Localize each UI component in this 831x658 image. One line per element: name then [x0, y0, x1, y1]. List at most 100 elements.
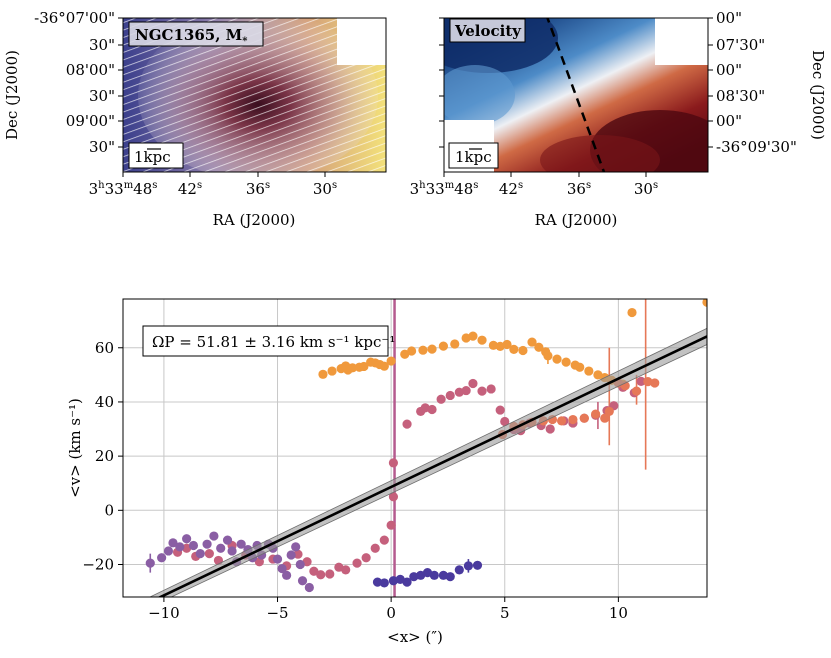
- data-point: [400, 349, 410, 359]
- data-point: [409, 572, 419, 582]
- ra-tick-label: 36s: [246, 180, 270, 198]
- map2-ytick-label: 08'30": [716, 87, 765, 105]
- data-point: [418, 345, 428, 355]
- data-point: [347, 363, 358, 373]
- data-point: [188, 540, 199, 551]
- map1-ytick-label: -36°07'00": [34, 9, 115, 27]
- map2-ytick-label: 07'30": [716, 36, 765, 54]
- map1-ytick-label: 08'00": [66, 61, 115, 79]
- plot-annotation: ΩP = 51.81 ± 3.16 km s⁻¹ kpc⁻¹: [152, 333, 395, 351]
- data-point: [202, 539, 212, 549]
- data-point: [402, 419, 412, 429]
- data-point: [386, 520, 396, 530]
- data-point: [454, 565, 464, 575]
- pattern-speed-plot: −10 −5 0 5 10 −20 0 20 40 60 ΩP = 51.81 ± 3.16 k…: [66, 298, 708, 646]
- data-point: [591, 409, 601, 419]
- plot-ytick-label: 0: [104, 501, 114, 519]
- data-point: [175, 542, 185, 552]
- map1-x-ticks: 3h33m48s 42s 36s 30s: [89, 172, 337, 198]
- fit-line: [157, 335, 707, 597]
- data-point: [450, 339, 460, 349]
- data-point: [702, 299, 707, 307]
- data-point: [527, 337, 537, 347]
- data-point: [297, 576, 308, 586]
- ra-tick-label: 3h33m48s: [89, 180, 158, 198]
- map2-ytick-label: 00": [716, 112, 742, 130]
- data-point: [477, 386, 487, 396]
- data-point: [236, 539, 246, 549]
- data-point: [468, 331, 478, 341]
- data-point: [388, 458, 399, 468]
- data-point: [195, 549, 205, 559]
- map2-scalebar-label: 1kpc: [455, 148, 492, 166]
- map1-ytick-label: 30": [89, 87, 115, 105]
- data-point: [402, 577, 412, 587]
- plot-fit-line: [149, 327, 707, 597]
- data-point: [509, 344, 519, 354]
- data-point: [316, 570, 326, 580]
- ra-tick-label: 42s: [499, 180, 523, 198]
- ra-tick-label: 30s: [313, 180, 337, 198]
- data-point: [445, 572, 455, 582]
- plot-ytick-label: 20: [95, 447, 114, 465]
- data-point: [604, 406, 614, 417]
- data-point: [370, 543, 380, 553]
- data-point: [575, 362, 585, 372]
- svg-text:NGC1365, M*: NGC1365, M*: [135, 26, 248, 47]
- data-point: [182, 534, 192, 544]
- plot-ytick-label: −20: [82, 555, 114, 573]
- map1-y-ticks: -36°07'00" 30" 08'00" 30" 09'00" 30": [34, 9, 123, 156]
- data-point: [379, 578, 389, 588]
- data-point: [163, 546, 174, 556]
- data-point: [552, 354, 562, 364]
- plot-ylabel: <v> (km s⁻¹): [66, 398, 84, 498]
- plot-xlabel: <x> (″): [387, 628, 443, 646]
- data-point: [352, 558, 362, 568]
- data-point: [145, 558, 155, 568]
- data-point: [438, 341, 449, 351]
- map1-ytick-label: 30": [89, 36, 115, 54]
- map1-ytick-label: 09'00": [66, 112, 115, 130]
- data-point: [291, 542, 301, 552]
- plot-xtick-label: −10: [148, 604, 180, 622]
- data-point: [341, 565, 351, 575]
- data-point: [463, 561, 474, 571]
- plot-y-ticks: −20 0 20 40 60: [82, 339, 123, 573]
- data-point: [227, 546, 237, 556]
- data-point: [406, 346, 417, 356]
- velocity-map: Velocity 1kpc 00" 07'30" 00" 08'30" 00" -36°0…: [410, 9, 827, 229]
- data-point: [579, 413, 589, 423]
- data-point: [388, 576, 399, 586]
- data-point: [327, 366, 337, 376]
- data-point: [216, 543, 226, 553]
- data-point: [543, 351, 553, 361]
- map-label-subscript: *: [242, 36, 248, 47]
- ra-tick-label: 3h33m48s: [410, 180, 479, 198]
- plot-xtick-label: 0: [386, 604, 396, 622]
- data-point: [627, 307, 637, 318]
- data-point: [295, 559, 305, 570]
- data-point: [468, 378, 478, 389]
- data-point: [386, 356, 396, 366]
- data-point: [388, 492, 399, 502]
- map1-scalebar-label: 1kpc: [134, 148, 171, 166]
- masked-region: [655, 18, 708, 65]
- data-point: [318, 369, 328, 379]
- plot-xtick-label: 5: [500, 604, 510, 622]
- data-point: [272, 554, 283, 564]
- data-point: [325, 569, 335, 579]
- data-point: [488, 340, 498, 350]
- data-point: [286, 550, 296, 560]
- data-point: [561, 357, 571, 367]
- data-point: [309, 566, 319, 576]
- data-point: [204, 549, 214, 559]
- data-point: [568, 414, 578, 425]
- data-point: [209, 531, 219, 541]
- data-point: [545, 424, 555, 434]
- plot-xtick-label: 10: [609, 604, 628, 622]
- data-point: [361, 553, 371, 563]
- data-point: [277, 563, 287, 574]
- data-point: [472, 560, 483, 570]
- data-point: [427, 344, 437, 354]
- kinematic-axis-line: [546, 18, 606, 172]
